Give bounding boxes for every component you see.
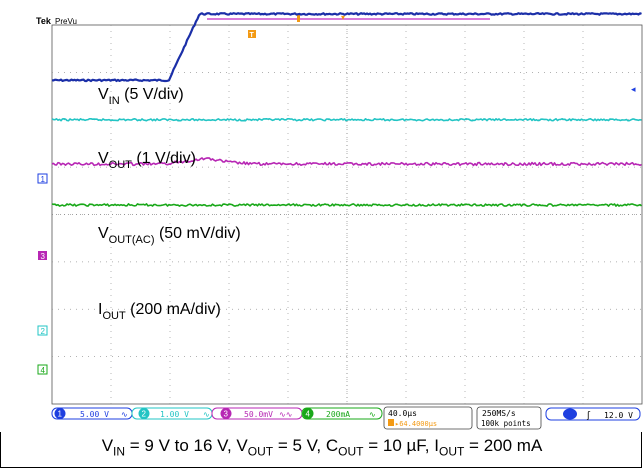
ch3-badge xyxy=(220,408,232,419)
figure-caption: VIN = 9 V to 16 V, VOUT = 5 V, COUT = 10… xyxy=(0,436,644,466)
sample-rate: 250MS/s xyxy=(482,409,516,418)
scope-background xyxy=(0,0,644,432)
caption-cout-rest: = 10 µF, xyxy=(363,436,435,455)
ch1-badge xyxy=(54,408,66,419)
ch3-badge-label: 3 xyxy=(224,410,229,419)
trace-vin xyxy=(51,12,642,83)
ch4-badge xyxy=(302,408,314,419)
caption-cout-sub: OUT xyxy=(338,444,364,459)
ch1-scale: 5.00 V xyxy=(80,410,109,419)
ch4-bandwidth-icon: ∿ xyxy=(369,410,376,419)
caption-vout-rest: = 5 V, xyxy=(273,436,326,455)
scope-mode: PreVu xyxy=(55,17,77,26)
label-vin-rest: (5 V/div) xyxy=(120,86,184,103)
caption-iout-sub: OUT xyxy=(438,444,465,459)
label-vout-ac-main: V xyxy=(98,225,109,242)
channel-3-marker[interactable]: 3 xyxy=(38,251,47,261)
label-iout: IOUT (200 mA/div) xyxy=(98,301,221,322)
label-vout-rest: (1 V/div) xyxy=(132,150,196,167)
acquisition-readout[interactable] xyxy=(476,406,542,430)
trigger-level-arrow-icon[interactable]: ◂ xyxy=(631,85,636,95)
trigger-level: 12.0 V xyxy=(604,411,633,420)
ch2-badge-label: 2 xyxy=(142,410,147,419)
label-vin: VIN (5 V/div) xyxy=(98,86,184,107)
ch1-badge-label: 1 xyxy=(58,410,63,419)
label-vout-main: V xyxy=(98,150,109,167)
caption-vin-sub: IN xyxy=(113,444,126,459)
ch3-bandwidth-icon: ∿∿ xyxy=(279,410,292,419)
ch2-scale: 1.00 V xyxy=(160,410,189,419)
label-vout: VOUT (1 V/div) xyxy=(98,150,196,171)
timebase-readout[interactable] xyxy=(383,406,473,430)
trigger-slope-icon: ʃ xyxy=(586,411,591,421)
trace-vout-ac xyxy=(51,157,642,167)
label-vout-ac-sub: OUT(AC) xyxy=(109,234,155,246)
caption-vout: VOUT = 5 V, xyxy=(236,436,326,459)
label-iout-sub: OUT xyxy=(102,310,126,322)
label-iout-rest: (200 mA/div) xyxy=(126,301,221,318)
caption-vin-rest: = 9 V to 16 V, xyxy=(125,436,237,455)
label-vout-sub: OUT xyxy=(109,159,133,171)
caption-iout-main: I xyxy=(434,436,439,455)
oscilloscope-screen: Tek PreVu ▾ T VIN (5 V/div) VOUT (1 V/di… xyxy=(0,0,644,432)
ch1-bandwidth-icon: ∿ xyxy=(121,410,128,419)
channel-4-marker[interactable]: 4 xyxy=(37,364,48,375)
caption-iout-rest: = 200 mA xyxy=(464,436,543,455)
caption-vout-sub: OUT xyxy=(247,444,274,459)
caption-cout-main: C xyxy=(325,436,339,455)
trigger-pos-value: ▸64.4000µs xyxy=(395,420,437,428)
label-vout-ac-rest: (50 mV/div) xyxy=(155,225,241,242)
trace-iout xyxy=(51,203,642,207)
caption-vin-main: V xyxy=(101,436,114,455)
channel-1-marker-label: 1 xyxy=(41,175,46,184)
label-iout-main: I xyxy=(98,301,102,318)
caption-iout: IOUT = 200 mA xyxy=(434,436,543,459)
trigger-source-badge xyxy=(563,408,577,420)
record-view-marker[interactable] xyxy=(297,14,300,22)
caption-cout: COUT = 10 µF, xyxy=(325,436,435,459)
ch2-bandwidth-icon: ∿ xyxy=(203,410,210,419)
channel-1-marker[interactable]: 1 xyxy=(37,173,48,184)
trace-vout xyxy=(51,118,642,122)
ch4-badge-label: 4 xyxy=(306,410,311,419)
label-vin-sub: IN xyxy=(109,95,120,107)
channel-4-marker-label: 4 xyxy=(41,366,46,375)
trigger-marker-label: T xyxy=(250,32,255,39)
label-vout-ac: VOUT(AC) (50 mV/div) xyxy=(98,225,241,246)
caption-vout-main: V xyxy=(236,436,248,455)
channel-3-marker-label: 3 xyxy=(41,252,46,261)
timebase-value: 40.0µs xyxy=(388,409,417,418)
channel-2-marker-label: 2 xyxy=(41,327,46,336)
channel-2-marker[interactable]: 2 xyxy=(37,325,48,336)
label-vin-main: V xyxy=(98,86,109,103)
ch3-scale: 50.0mV xyxy=(244,410,273,419)
ch4-scale: 200mA xyxy=(326,410,350,419)
record-length: 100k points xyxy=(481,419,531,428)
trigger-pos-icon xyxy=(388,419,394,426)
caption-vin: VIN = 9 V to 16 V, xyxy=(101,436,237,459)
trigger-position-marker[interactable] xyxy=(248,30,256,38)
ch4-readout[interactable] xyxy=(301,407,383,420)
waveform-traces xyxy=(51,12,642,207)
scope-brand: Tek xyxy=(36,16,52,26)
trigger-top-marker: ▾ xyxy=(341,13,345,22)
ch2-badge xyxy=(138,408,150,419)
status-bar: 1 5.00 V ∿ 2 1.00 V ∿ 3 50.0mV ∿∿ 4 200m… xyxy=(51,406,641,430)
